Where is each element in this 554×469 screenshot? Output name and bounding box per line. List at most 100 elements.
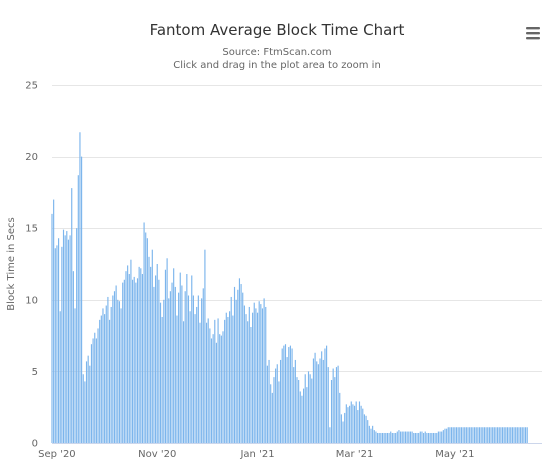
bar[interactable] [100,315,102,443]
bar[interactable] [518,427,520,443]
bar[interactable] [230,296,232,443]
bar[interactable] [296,377,298,443]
bar[interactable] [472,427,474,443]
bar[interactable] [309,374,311,443]
bar[interactable] [220,335,222,443]
bar[interactable] [143,222,145,443]
bar[interactable] [429,432,431,443]
bar[interactable] [424,431,426,443]
bar[interactable] [275,368,277,443]
bar[interactable] [523,427,525,443]
bar[interactable] [495,427,497,443]
bar[interactable] [347,407,349,443]
bar[interactable] [314,352,316,443]
bar[interactable] [488,427,490,443]
bar[interactable] [123,279,125,443]
bar[interactable] [444,428,446,443]
bar[interactable] [204,249,206,443]
bar[interactable] [322,359,324,443]
bar[interactable] [386,432,389,443]
bar[interactable] [395,432,397,443]
bar[interactable] [168,298,170,443]
bar[interactable] [454,427,456,443]
bar[interactable] [375,431,377,443]
bar[interactable] [411,431,413,443]
bar[interactable] [243,305,245,443]
bar[interactable] [120,308,122,443]
bar[interactable] [362,408,364,443]
bar[interactable] [352,404,354,443]
bar[interactable] [465,427,467,443]
bar[interactable] [482,427,484,443]
bar[interactable] [475,427,477,443]
bar[interactable] [224,319,226,443]
bar[interactable] [127,265,129,443]
bar[interactable] [376,432,379,443]
bar[interactable] [419,431,421,443]
bar[interactable] [450,427,453,443]
bar[interactable] [506,427,509,443]
plot-area[interactable] [51,85,542,443]
bar[interactable] [388,432,390,443]
bar[interactable] [242,292,244,443]
bar[interactable] [398,430,400,443]
bar[interactable] [81,156,83,443]
bar[interactable] [128,274,130,443]
bar[interactable] [263,298,265,443]
bar[interactable] [291,348,293,443]
bar[interactable] [373,430,375,443]
bar[interactable] [487,427,489,443]
bar[interactable] [117,299,119,443]
bar[interactable] [423,432,425,443]
bar[interactable] [426,432,428,443]
bar[interactable] [286,357,288,443]
bar[interactable] [163,299,165,443]
bar[interactable] [58,238,60,443]
bar[interactable] [156,264,158,443]
bar[interactable] [520,427,522,443]
bar[interactable] [344,412,346,443]
bar[interactable] [503,427,505,443]
bar[interactable] [470,427,472,443]
bar[interactable] [414,432,416,443]
bar[interactable] [151,249,153,443]
bar[interactable] [372,425,374,443]
bar[interactable] [84,381,86,443]
bar[interactable] [276,364,278,443]
bar[interactable] [122,282,124,443]
bar[interactable] [118,301,120,443]
bar[interactable] [255,308,257,443]
bar[interactable] [524,427,527,443]
bar[interactable] [367,420,369,443]
bar[interactable] [187,295,190,444]
bar[interactable] [194,314,196,443]
bar[interactable] [485,427,487,443]
bar[interactable] [207,318,209,443]
bar[interactable] [500,427,502,443]
bar[interactable] [92,338,94,443]
bar[interactable] [161,316,163,443]
bar[interactable] [299,391,301,443]
bar[interactable] [390,431,392,443]
bar[interactable] [273,377,275,443]
bar[interactable] [418,432,420,443]
bar[interactable] [381,432,384,443]
bar[interactable] [350,401,352,443]
bar[interactable] [281,348,283,443]
bar[interactable] [192,295,194,444]
bar[interactable] [110,306,112,443]
bar[interactable] [189,311,191,443]
bar[interactable] [136,278,139,443]
bar[interactable] [432,432,435,443]
bar[interactable] [179,272,181,443]
bar[interactable] [253,302,255,443]
bar[interactable] [178,292,180,443]
bar[interactable] [184,291,186,443]
bar[interactable] [108,319,111,443]
bar[interactable] [289,345,291,443]
bar[interactable] [59,311,61,443]
bar[interactable] [130,259,132,443]
bar[interactable] [501,427,504,443]
bar[interactable] [271,392,273,443]
bar[interactable] [150,266,152,443]
